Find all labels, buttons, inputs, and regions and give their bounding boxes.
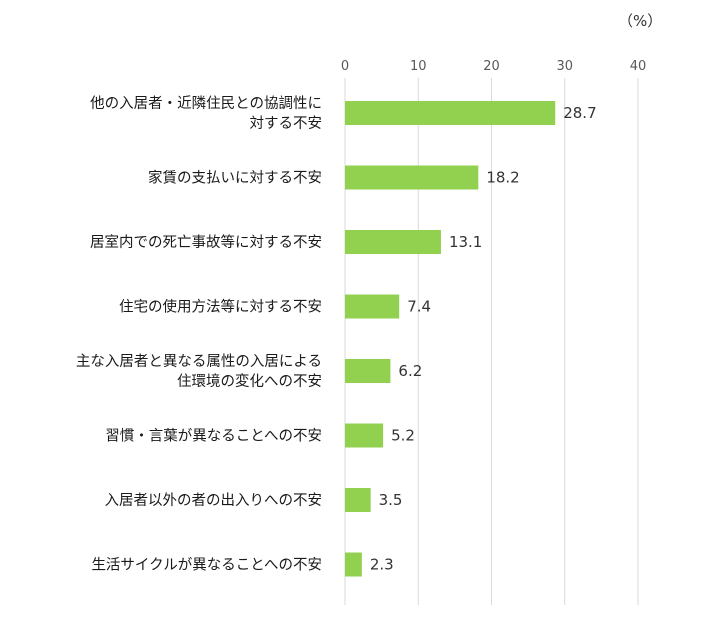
bar [345, 165, 479, 190]
category-label: 習慣・言葉が異なることへの不安 [105, 427, 322, 445]
value-labels: 28.7 18.2 13.1 7.4 6.2 5.2 3.5 2.3 [370, 104, 597, 574]
value-label: 3.5 [379, 491, 403, 509]
grid-layer [344, 78, 639, 605]
x-tick-label: 0 [341, 59, 349, 74]
bar [345, 423, 384, 448]
x-tick-label: 10 [410, 59, 427, 74]
value-label: 18.2 [486, 169, 519, 187]
bar [345, 359, 391, 383]
category-labels: 他の入居者・近隣住民との協調性に対する不安家賃の支払いに対する不安居室内での死亡… [76, 95, 322, 574]
bar [345, 230, 441, 254]
category-label: 主な入居者と異なる属性の入居による [76, 353, 322, 370]
bar [345, 101, 556, 125]
bars [345, 101, 556, 577]
bar [345, 552, 362, 577]
category-label: 家賃の支払いに対する不安 [148, 170, 322, 187]
category-label: 住宅の使用方法等に対する不安 [119, 298, 322, 316]
bar [345, 488, 371, 512]
value-label: 2.3 [370, 556, 394, 574]
category-label: 住環境の変化への不安 [177, 372, 322, 390]
unit-label: （%） [618, 12, 663, 30]
value-label: 6.2 [398, 362, 422, 380]
x-tick-labels: 0 10 20 30 40 [341, 59, 646, 74]
value-label: 5.2 [391, 427, 415, 445]
category-label: 入居者以外の者の出入りへの不安 [105, 492, 323, 509]
x-tick-label: 20 [483, 59, 500, 74]
bar [345, 294, 400, 319]
category-label: 居室内での死亡事故等に対する不安 [90, 233, 322, 251]
value-label: 13.1 [449, 233, 482, 251]
value-label: 28.7 [563, 104, 596, 122]
category-label: 対する不安 [250, 115, 323, 132]
category-label: 他の入居者・近隣住民との協調性に [90, 95, 322, 112]
x-tick-label: 40 [630, 59, 647, 74]
category-label: 生活サイクルが異なることへの不安 [91, 557, 322, 574]
x-tick-label: 30 [556, 59, 573, 74]
value-label: 7.4 [407, 298, 431, 316]
